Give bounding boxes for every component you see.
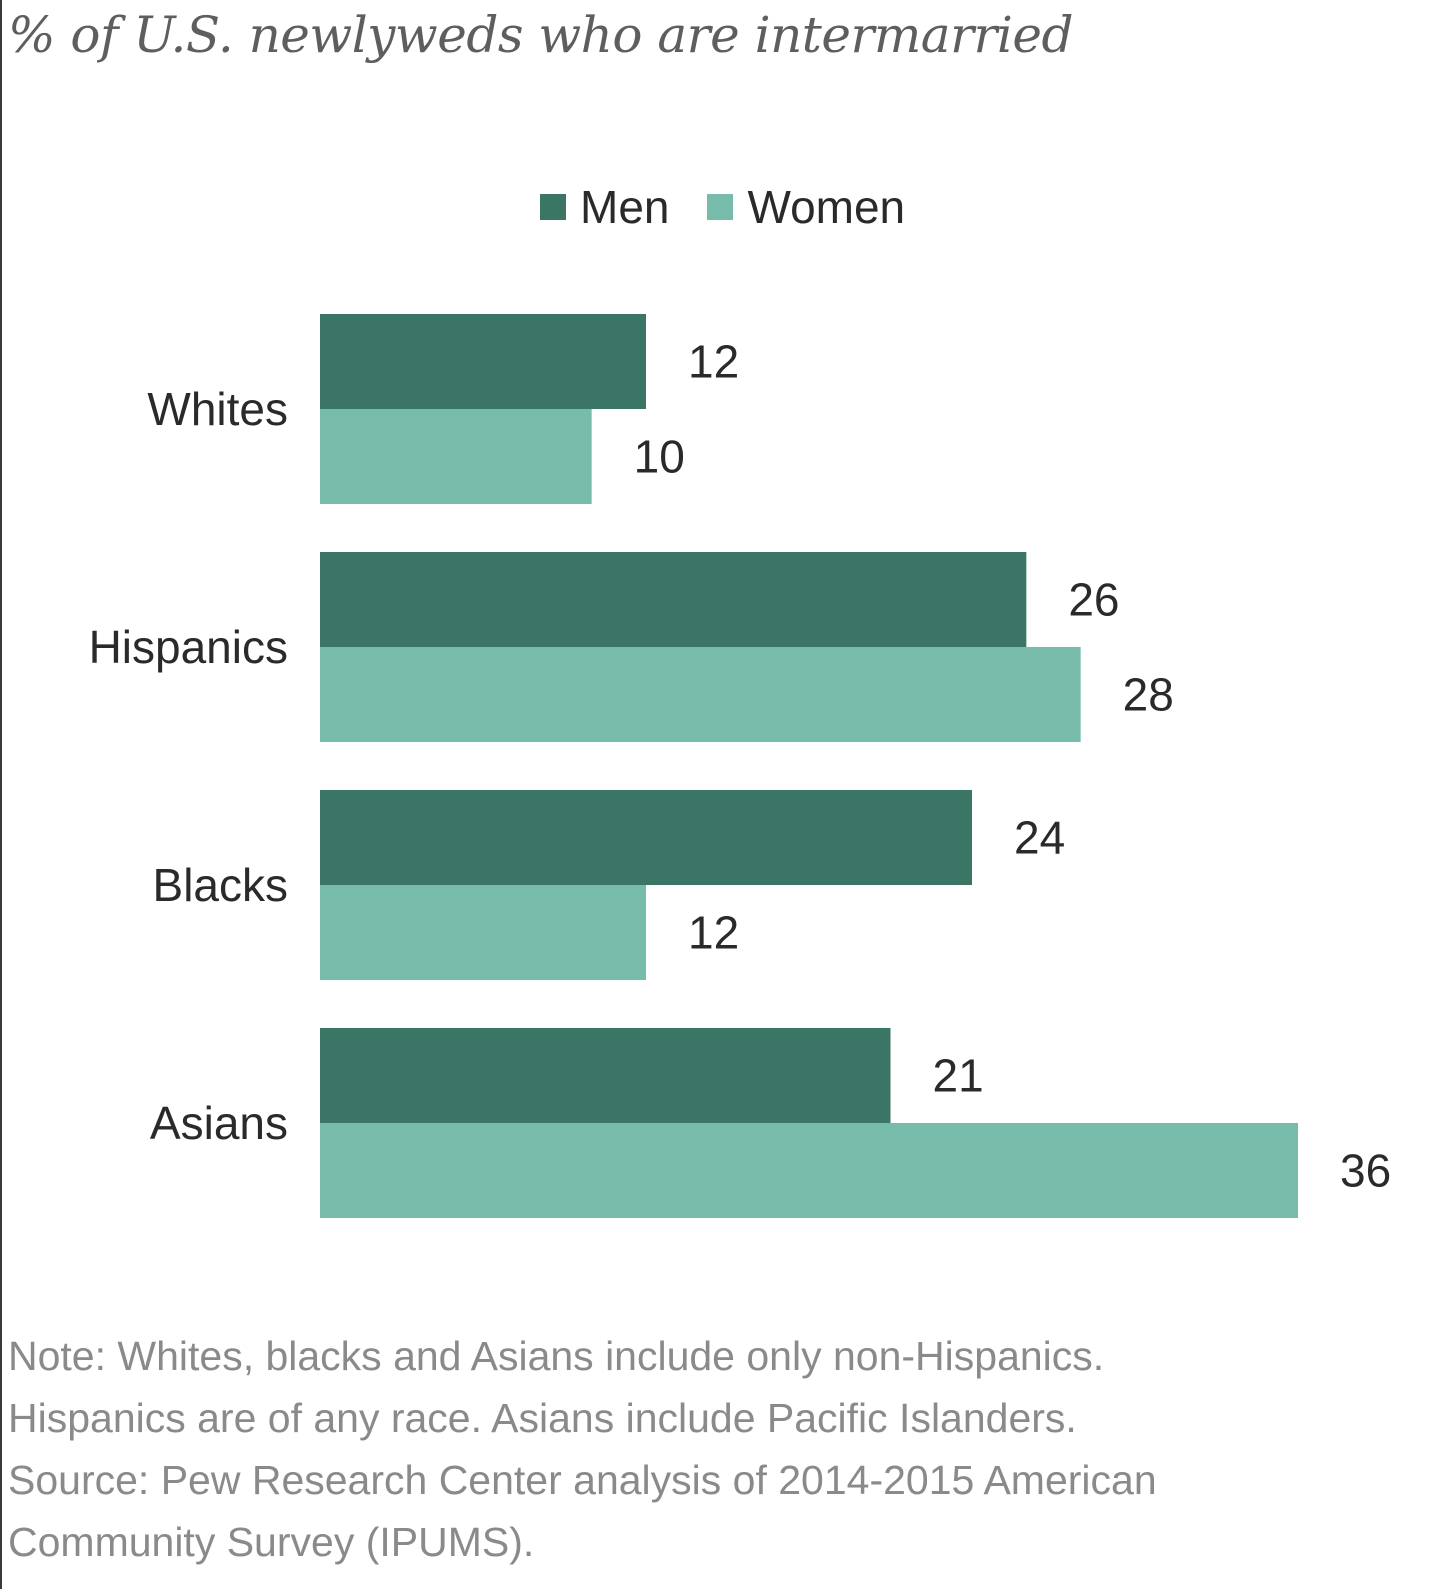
bar-men-blacks bbox=[320, 790, 972, 885]
legend-label-men: Men bbox=[580, 181, 670, 233]
category-label-asians: Asians bbox=[150, 1097, 288, 1149]
left-border-rule bbox=[0, 0, 2, 1589]
footnote-note-line-1: Note: Whites, blacks and Asians include … bbox=[8, 1333, 1105, 1379]
footnote-note-line-2: Hispanics are of any race. Asians includ… bbox=[8, 1395, 1077, 1441]
legend-label-women: Women bbox=[747, 181, 906, 233]
bar-women-hispanics bbox=[320, 647, 1081, 742]
bar-men-hispanics bbox=[320, 552, 1027, 647]
footnote-source-line-1: Source: Pew Research Center analysis of … bbox=[8, 1457, 1157, 1503]
value-label-women-hispanics: 28 bbox=[1123, 669, 1174, 721]
category-label-whites: Whites bbox=[147, 383, 288, 435]
value-label-women-blacks: 12 bbox=[688, 907, 739, 959]
bar-men-whites bbox=[320, 314, 646, 409]
value-label-women-asians: 36 bbox=[1340, 1145, 1391, 1197]
value-label-men-whites: 12 bbox=[688, 336, 739, 388]
footnote: Note: Whites, blacks and Asians include … bbox=[8, 1325, 1428, 1573]
legend-item-men: Men bbox=[540, 180, 669, 234]
category-label-blacks: Blacks bbox=[153, 859, 288, 911]
legend-swatch-women bbox=[707, 194, 734, 220]
footnote-source-line-2: Community Survey (IPUMS). bbox=[8, 1519, 535, 1565]
value-label-men-asians: 21 bbox=[933, 1050, 984, 1102]
value-label-men-hispanics: 26 bbox=[1068, 574, 1119, 626]
value-label-men-blacks: 24 bbox=[1014, 812, 1065, 864]
legend-swatch-men bbox=[540, 194, 566, 220]
bar-women-whites bbox=[320, 409, 592, 504]
category-label-hispanics: Hispanics bbox=[89, 621, 288, 673]
bar-women-asians bbox=[320, 1123, 1298, 1218]
value-label-women-whites: 10 bbox=[634, 431, 685, 483]
chart-title: % of U.S. newlyweds who are intermarried bbox=[8, 6, 1073, 64]
bar-women-blacks bbox=[320, 885, 646, 980]
legend: Men Women bbox=[540, 180, 943, 234]
bar-men-asians bbox=[320, 1028, 891, 1123]
bar-chart: Whites1210Hispanics2628Blacks2412Asians2… bbox=[89, 314, 1391, 1218]
legend-item-women: Women bbox=[707, 180, 905, 234]
